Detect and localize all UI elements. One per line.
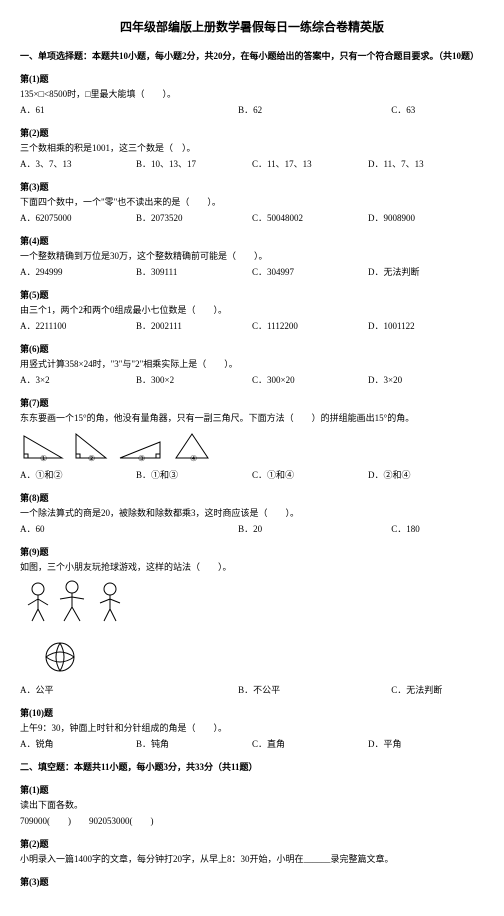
q7-triangles: ① ② ③ ④ [20,428,484,462]
q5-text: 由三个1，两个2和两个0组成最小七位数是（ ）。 [20,303,484,316]
q5-choice-b: B．2002111 [136,319,252,332]
q9-choice-c: C．无法判断 [391,683,484,696]
q12-label: 第(2)题 [20,837,484,850]
q8-choice-c: C．180 [391,522,484,535]
q5-choice-c: C．1112200 [252,319,368,332]
q7-choice-c: C．①和④ [252,468,368,481]
q10-choice-d: D．平角 [368,737,484,750]
section-1-heading: 一、单项选择题：本题共10小题，每小题2分，共20分，在每小题给出的答案中，只有… [20,49,484,62]
q9-label: 第(9)题 [20,545,484,558]
q6-choice-a: A．3×2 [20,373,136,386]
q2-choice-b: B．10、13、17 [136,157,252,170]
q8-choice-b: B．20 [238,522,391,535]
q7-text: 东东要画一个15°的角，他没有量角器，只有一副三角尺。下面方法（ ）的拼组能画出… [20,411,484,424]
q8-choice-a: A．60 [20,522,238,535]
question-3: 第(3)题 下面四个数中，一个"零"也不读出来的是（ ）。 A．62075000… [20,180,484,224]
q11-text1: 读出下面各数。 [20,798,484,811]
q2-choice-d: D．11、7、13 [368,157,484,170]
q10-choice-b: B．钝角 [136,737,252,750]
q10-text: 上午9：30，钟面上时针和分针组成的角是（ ）。 [20,721,484,734]
q6-text: 用竖式计算358×24时，"3"与"2"相乘实际上是（ ）。 [20,357,484,370]
svg-text:④: ④ [190,454,197,462]
q6-choice-c: C．300×20 [252,373,368,386]
question-9: 第(9)题 如图，三个小朋友玩抢球游戏，这样的站法（ ）。 A．公 [20,545,484,696]
q3-choice-b: B．2073520 [136,211,252,224]
q5-choice-a: A．2211100 [20,319,136,332]
q9-text: 如图，三个小朋友玩抢球游戏，这样的站法（ ）。 [20,560,484,573]
q7-choice-a: A．①和② [20,468,136,481]
question-8: 第(8)题 一个除法算式的商是20，被除数和除数都乘3，这时商应该是（ ）。 A… [20,491,484,535]
q2-label: 第(2)题 [20,126,484,139]
q6-label: 第(6)题 [20,342,484,355]
q9-choice-b: B．不公平 [238,683,391,696]
q1-choice-b: B．62 [238,103,391,116]
q3-choice-d: D．9008900 [368,211,484,224]
svg-text:②: ② [88,454,95,462]
question-2: 第(2)题 三个数相乘的积是1001，这三个数是（ ）。 A．3、7、13 B．… [20,126,484,170]
q4-choice-a: A．294999 [20,265,136,278]
question-7: 第(7)题 东东要画一个15°的角，他没有量角器，只有一副三角尺。下面方法（ ）… [20,396,484,481]
q7-choice-d: D．②和④ [368,468,484,481]
q7-label: 第(7)题 [20,396,484,409]
q2-choice-c: C．11、17、13 [252,157,368,170]
section-2-heading: 二、填空题：本题共11小题，每小题3分，共33分（共11题） [20,760,484,773]
question-5: 第(5)题 由三个1，两个2和两个0组成最小七位数是（ ）。 A．2211100… [20,288,484,332]
q10-choice-c: C．直角 [252,737,368,750]
q9-choice-a: A．公平 [20,683,238,696]
q12-text: 小明录入一篇1400字的文章，每分钟打20字，从早上8：30开始，小明在____… [20,852,484,865]
q3-choice-c: C．50048002 [252,211,368,224]
q5-choice-d: D．1001122 [368,319,484,332]
q1-choice-c: C．63 [391,103,484,116]
q1-choice-a: A．61 [20,103,238,116]
svg-text:③: ③ [138,454,145,462]
question-4: 第(4)题 一个整数精确到万位是30万，这个整数精确前可能是（ ）。 A．294… [20,234,484,278]
q9-figure [20,577,484,677]
q1-label: 第(1)题 [20,72,484,85]
q4-choice-b: B．309111 [136,265,252,278]
q13-label: 第(3)题 [20,875,484,888]
question-13: 第(3)题 [20,875,484,888]
q6-choice-d: D．3×20 [368,373,484,386]
q3-label: 第(3)题 [20,180,484,193]
svg-text:①: ① [40,454,47,462]
q3-text: 下面四个数中，一个"零"也不读出来的是（ ）。 [20,195,484,208]
q11-text2: 709000( ) 902053000( ) [20,814,484,827]
q2-text: 三个数相乘的积是1001，这三个数是（ ）。 [20,141,484,154]
q4-choice-d: D．无法判断 [368,265,484,278]
q4-text: 一个整数精确到万位是30万，这个整数精确前可能是（ ）。 [20,249,484,262]
q7-choice-b: B．①和③ [136,468,252,481]
q2-choice-a: A．3、7、13 [20,157,136,170]
q8-text: 一个除法算式的商是20，被除数和除数都乘3，这时商应该是（ ）。 [20,506,484,519]
question-1: 第(1)题 135×□<8500时，□里最大能填（ ）。 A．61 B．62 C… [20,72,484,116]
page-title: 四年级部编版上册数学暑假每日一练综合卷精英版 [20,18,484,35]
q3-choice-a: A．62075000 [20,211,136,224]
q4-choice-c: C．304997 [252,265,368,278]
question-11: 第(1)题 读出下面各数。 709000( ) 902053000( ) [20,783,484,827]
q11-label: 第(1)题 [20,783,484,796]
question-6: 第(6)题 用竖式计算358×24时，"3"与"2"相乘实际上是（ ）。 A．3… [20,342,484,386]
q5-label: 第(5)题 [20,288,484,301]
question-12: 第(2)题 小明录入一篇1400字的文章，每分钟打20字，从早上8：30开始，小… [20,837,484,865]
q8-label: 第(8)题 [20,491,484,504]
q1-text: 135×□<8500时，□里最大能填（ ）。 [20,87,484,100]
q4-label: 第(4)题 [20,234,484,247]
q10-choice-a: A．锐角 [20,737,136,750]
q6-choice-b: B．300×2 [136,373,252,386]
